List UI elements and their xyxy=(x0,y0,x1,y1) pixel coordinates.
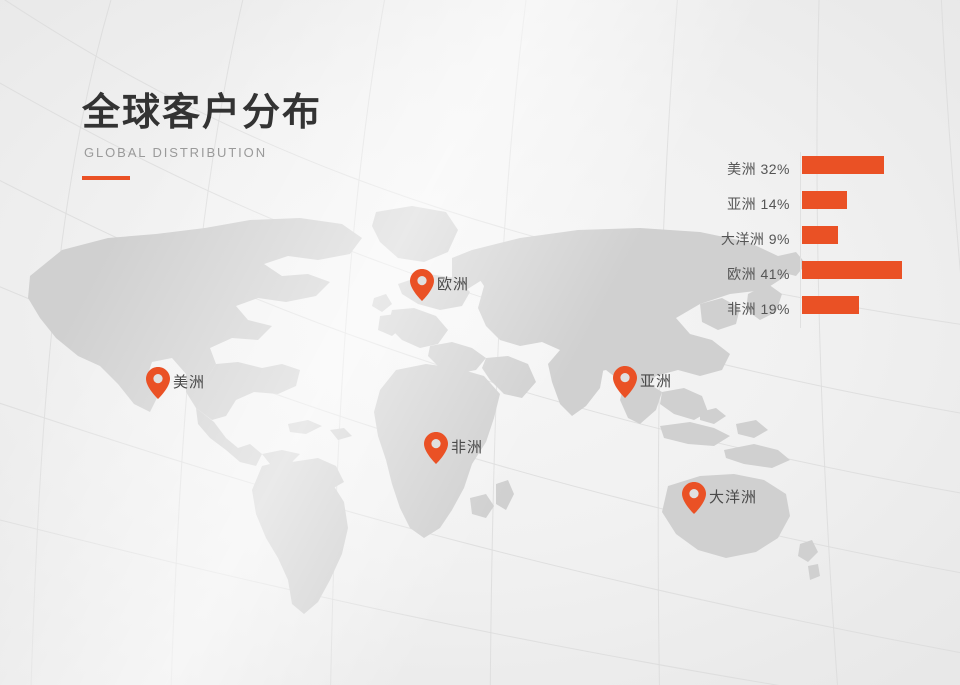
bar-label: 非洲 19% xyxy=(727,301,790,317)
bar-label: 亚洲 14% xyxy=(727,196,790,212)
page-subtitle: GLOBAL DISTRIBUTION xyxy=(84,144,267,160)
chart-row[interactable]: 亚洲 14% xyxy=(700,187,930,222)
bar-label: 欧洲 41% xyxy=(727,266,790,282)
chart-row[interactable]: 非洲 19% xyxy=(700,292,930,327)
map-pin-icon xyxy=(682,482,706,514)
map-pin-icon xyxy=(146,367,170,399)
chart-row[interactable]: 欧洲 41% xyxy=(700,257,930,292)
bar xyxy=(802,156,884,174)
bar xyxy=(802,261,902,279)
bar-label: 大洋洲 9% xyxy=(720,231,790,247)
world-map xyxy=(0,198,820,618)
bar-label: 美洲 32% xyxy=(727,161,790,177)
chart-row[interactable]: 大洋洲 9% xyxy=(700,222,930,257)
bar xyxy=(802,296,859,314)
marker-label: 美洲 xyxy=(173,374,206,391)
chart-baseline xyxy=(800,152,801,328)
map-pin-icon xyxy=(424,432,448,464)
page-title: 全球客户分布 xyxy=(82,92,323,134)
chart-row[interactable]: 美洲 32% xyxy=(700,152,930,187)
accent-underline xyxy=(82,175,130,180)
header-block: 全球客户分布 GLOBAL DISTRIBUTION xyxy=(82,92,322,180)
marker-label: 非洲 xyxy=(451,439,484,456)
marker-label: 大洋洲 xyxy=(709,489,758,506)
bar xyxy=(802,191,847,209)
marker-label: 欧洲 xyxy=(437,276,470,293)
distribution-bar-chart: 美洲 32% 亚洲 14% 大洋洲 9% 欧洲 41% 非洲 19% xyxy=(700,152,930,328)
map-pin-icon xyxy=(613,366,637,398)
map-pin-icon xyxy=(410,269,434,301)
marker-label: 亚洲 xyxy=(640,373,673,390)
bar xyxy=(802,226,838,244)
